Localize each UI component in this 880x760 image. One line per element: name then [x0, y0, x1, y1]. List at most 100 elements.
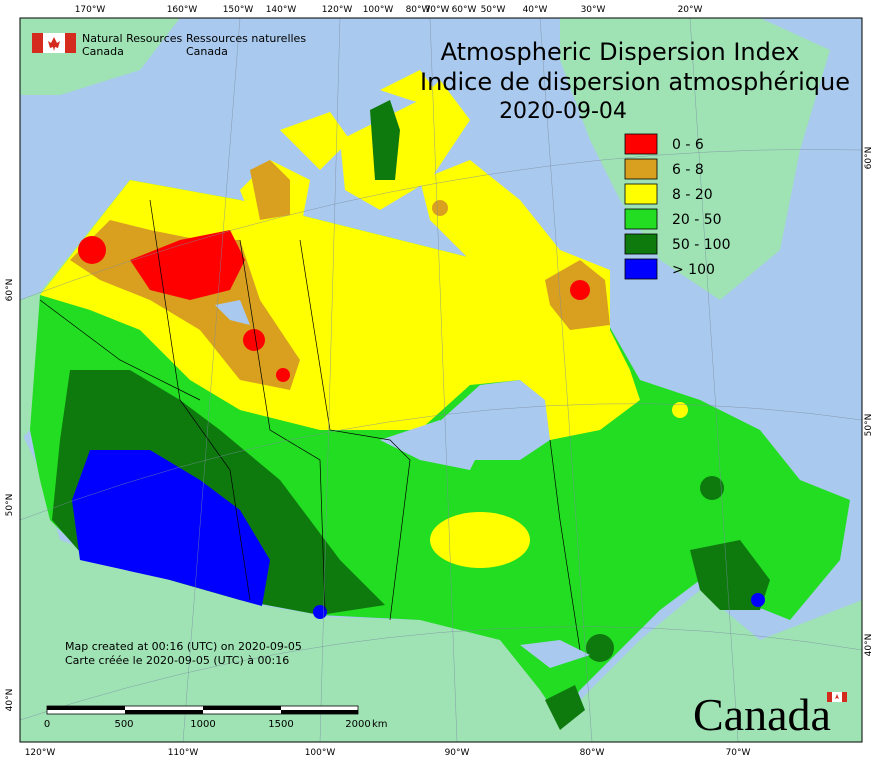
scale-label: 1500: [268, 719, 293, 730]
lon-label: 20°W: [678, 5, 703, 15]
border: [149, 199, 251, 601]
wordmark: Canada: [693, 689, 847, 740]
scale-label: 500: [114, 719, 133, 730]
greenland: [560, 18, 830, 300]
meridian: [182, 17, 241, 743]
agency-fr: Ressources naturelles: [186, 32, 306, 45]
border: [239, 239, 326, 611]
lon-label: 50°W: [481, 5, 506, 15]
legend-swatch: [624, 258, 658, 280]
lakes: [215, 300, 590, 668]
border: [299, 239, 411, 621]
red-area: [130, 230, 245, 300]
scale-unit: km: [372, 719, 388, 730]
great-lakes: [520, 640, 590, 668]
lon-label: 90°W: [445, 748, 470, 758]
dark-spot: [586, 634, 614, 662]
scale-segment: [203, 706, 281, 710]
graticule-labels: 170°W 160°W 150°W 140°W 120°W 100°W 80°W70°W 60…: [5, 5, 874, 758]
legend: 0 - 6 6 - 8 8 - 20 20 - 50 50 - 100 > 100: [624, 133, 731, 280]
legend-swatch: [624, 158, 658, 180]
agency-en: Natural Resources: [82, 32, 183, 45]
island: [340, 80, 470, 210]
scale-label: 0: [44, 719, 50, 730]
canada-wordmark: Canada: [693, 689, 831, 740]
legend-label: 8 - 20: [672, 187, 713, 203]
note: Carte créée le 2020-09-05 (UTC) à 00:16: [65, 654, 289, 667]
legend-swatch: [624, 208, 658, 230]
usa: [20, 430, 862, 742]
scale-segment: [47, 706, 125, 710]
lon-label: 150°W: [223, 5, 254, 15]
title-fr: Indice de dispersion atmosphérique: [420, 68, 850, 96]
red-spot: [570, 280, 590, 300]
agency-en: Canada: [82, 45, 124, 58]
border: [39, 299, 201, 401]
borders: [39, 199, 581, 651]
west-blue: [72, 450, 270, 606]
parallel: [19, 403, 863, 521]
lon-label: 140°W: [266, 5, 297, 15]
scale-label: 1000: [190, 719, 215, 730]
dark-spot: [545, 685, 585, 730]
legend-label: 20 - 50: [672, 212, 722, 228]
scale-segment: [281, 710, 358, 714]
border: [549, 439, 581, 651]
orange-island: [250, 160, 290, 220]
island: [280, 112, 350, 170]
red-spot: [276, 368, 290, 382]
legend-swatch: [624, 233, 658, 255]
hudson-bay: [430, 380, 550, 460]
scale-segment: [125, 710, 203, 714]
lat-label: 60°N: [5, 279, 15, 302]
lon-label: 80°W: [406, 5, 431, 15]
lon-label: 120°W: [322, 5, 353, 15]
legend-label: 6 - 8: [672, 162, 704, 178]
blue-spot: [751, 593, 765, 607]
lon-label: 80°W: [580, 748, 605, 758]
meridian: [689, 17, 739, 743]
zone-0-6: [78, 230, 590, 382]
lon-label: 170°W: [75, 5, 106, 15]
flag-band: [32, 33, 43, 53]
meridian: [429, 17, 458, 743]
lat-label: 40°N: [5, 689, 15, 712]
lon-label: 160°W: [167, 5, 198, 15]
title-date: 2020-09-04: [499, 99, 627, 124]
lon-label: 100°W: [363, 5, 394, 15]
maple-leaf: [48, 37, 60, 51]
lon-label: 60°W: [452, 5, 477, 15]
flag-band: [827, 692, 832, 702]
lon-label: 120°W: [25, 748, 56, 758]
dark-spot: [700, 476, 724, 500]
flag-band: [842, 692, 847, 702]
lat-label: 50°N: [5, 494, 15, 517]
agency-fr: Canada: [186, 45, 228, 58]
agency-logo: Natural Resources Canada Ressources natu…: [32, 32, 306, 58]
great-slave-lake: [215, 300, 250, 325]
red-spot: [78, 236, 106, 264]
lon-label: 40°W: [523, 5, 548, 15]
lat-label: 60°N: [864, 147, 874, 170]
legend-label: > 100: [672, 262, 715, 278]
lon-label: 70°W: [425, 5, 450, 15]
lat-label: 40°N: [864, 634, 874, 657]
dark-island: [370, 100, 400, 180]
parallel: [19, 149, 863, 301]
scale-bar: km 0 500 1000 1500 2000: [44, 705, 388, 730]
parallel: [19, 626, 863, 721]
note: Map created at 00:16 (UTC) on 2020-09-05: [65, 640, 302, 653]
maple-leaf: [835, 694, 839, 699]
meridian: [539, 17, 593, 743]
scale-label: 2000: [345, 719, 370, 730]
meridian: [319, 17, 341, 743]
island: [380, 70, 450, 110]
legend-swatch: [624, 183, 658, 205]
orange-spot: [432, 200, 448, 216]
lat-label: 50°N: [864, 414, 874, 437]
ontario-yellow: [430, 512, 530, 568]
title-en: Atmospheric Dispersion Index: [441, 38, 800, 66]
legend-label: 50 - 100: [672, 237, 731, 253]
